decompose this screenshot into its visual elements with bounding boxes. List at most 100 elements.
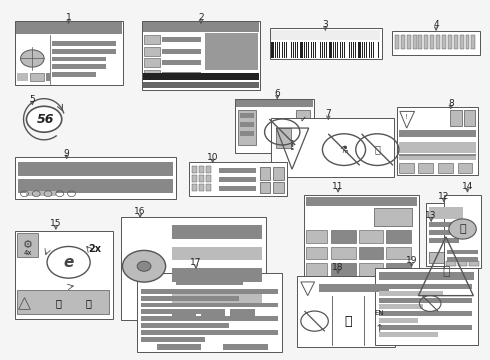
Bar xyxy=(26,191,56,196)
Bar xyxy=(364,42,365,58)
Bar xyxy=(306,247,327,259)
Bar xyxy=(199,175,204,182)
Bar xyxy=(361,315,384,325)
Bar xyxy=(386,280,411,293)
Bar xyxy=(355,42,356,58)
Bar xyxy=(331,280,356,293)
Bar xyxy=(219,186,256,191)
Text: 2: 2 xyxy=(198,13,204,22)
Bar xyxy=(464,111,475,126)
Bar xyxy=(121,217,266,320)
Bar xyxy=(379,305,423,309)
Circle shape xyxy=(21,50,44,67)
Circle shape xyxy=(47,247,90,278)
Bar xyxy=(386,230,411,243)
Bar xyxy=(306,263,327,276)
Bar xyxy=(240,131,254,136)
Bar xyxy=(143,22,259,32)
Text: ⚗: ⚗ xyxy=(340,145,348,155)
Bar xyxy=(418,163,433,173)
Bar xyxy=(471,35,475,49)
Bar xyxy=(379,325,472,330)
Bar xyxy=(144,47,160,55)
Bar xyxy=(293,42,294,58)
Bar xyxy=(359,230,383,243)
Bar xyxy=(141,330,278,335)
Text: 🔌: 🔌 xyxy=(344,315,352,328)
Bar xyxy=(172,225,262,239)
Bar xyxy=(329,42,331,58)
Bar xyxy=(379,318,418,323)
Bar xyxy=(219,168,256,173)
Bar xyxy=(359,263,383,276)
Bar xyxy=(458,163,472,173)
Bar xyxy=(172,309,196,317)
Bar xyxy=(223,344,268,350)
Bar xyxy=(447,257,478,262)
Bar xyxy=(458,261,467,266)
Bar xyxy=(280,42,281,58)
Bar xyxy=(395,35,399,49)
Bar xyxy=(206,166,211,173)
Bar xyxy=(362,42,363,58)
Text: 12: 12 xyxy=(438,192,450,201)
Bar xyxy=(15,157,176,199)
Bar xyxy=(344,42,345,58)
Text: 4: 4 xyxy=(433,20,439,29)
Bar xyxy=(189,162,287,196)
Bar xyxy=(308,42,309,58)
Circle shape xyxy=(449,219,476,239)
Bar xyxy=(331,263,356,276)
Bar xyxy=(448,298,469,313)
Text: !: ! xyxy=(289,139,295,153)
Bar xyxy=(142,21,260,90)
Text: !: ! xyxy=(405,114,408,120)
Bar xyxy=(373,42,374,58)
Bar xyxy=(424,35,428,49)
Bar xyxy=(342,42,343,58)
Circle shape xyxy=(26,106,62,132)
Bar xyxy=(141,337,205,342)
Bar xyxy=(137,273,282,351)
Bar xyxy=(374,208,412,226)
Bar xyxy=(429,252,461,263)
Bar xyxy=(360,42,361,58)
Bar xyxy=(286,42,287,58)
Bar xyxy=(18,179,173,193)
Bar xyxy=(162,60,201,66)
Bar xyxy=(304,42,305,58)
Bar xyxy=(335,42,336,58)
Bar xyxy=(331,297,356,309)
Bar xyxy=(366,42,367,58)
Bar xyxy=(52,41,116,46)
Bar xyxy=(318,42,319,58)
Bar xyxy=(298,42,299,58)
Text: 🚗: 🚗 xyxy=(56,298,62,309)
Bar xyxy=(297,276,395,347)
Bar xyxy=(238,111,256,145)
Bar xyxy=(399,142,476,149)
Bar xyxy=(295,42,296,58)
Bar xyxy=(375,268,478,345)
Bar xyxy=(322,42,323,58)
Bar xyxy=(331,230,356,243)
Text: e: e xyxy=(63,255,74,270)
Bar xyxy=(306,315,329,325)
Bar xyxy=(236,100,313,108)
Bar xyxy=(331,42,332,58)
Bar xyxy=(369,42,370,58)
Bar xyxy=(399,130,476,137)
Bar xyxy=(397,107,478,175)
Bar xyxy=(52,72,96,77)
Bar xyxy=(438,163,453,173)
Text: 🧪: 🧪 xyxy=(374,145,380,155)
Text: 🚛: 🚛 xyxy=(85,298,91,309)
Bar xyxy=(162,72,201,77)
Bar xyxy=(351,42,352,58)
Bar xyxy=(379,291,443,296)
Bar xyxy=(386,247,411,259)
Text: 14: 14 xyxy=(462,182,473,191)
Bar xyxy=(143,73,259,80)
Bar xyxy=(302,42,303,58)
Bar xyxy=(282,42,283,58)
